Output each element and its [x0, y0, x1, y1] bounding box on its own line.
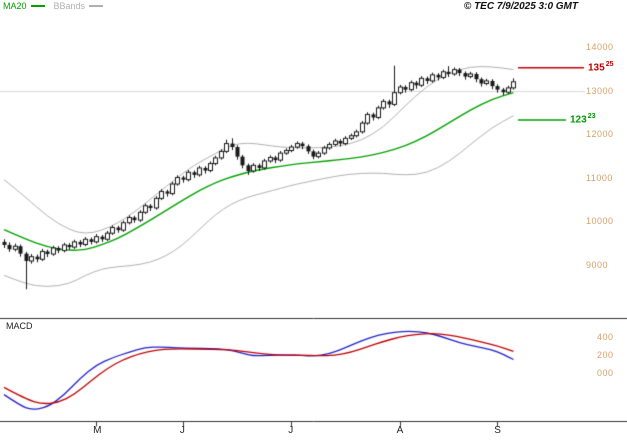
chart-canvas: [0, 0, 627, 440]
stock-chart: MA20 BBands © TEC 7/9/2025 3:0 GMT MACD 1…: [0, 0, 627, 440]
